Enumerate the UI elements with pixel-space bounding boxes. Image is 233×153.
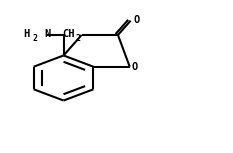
Text: O: O xyxy=(132,62,138,73)
Text: N: N xyxy=(44,29,51,39)
Text: 2: 2 xyxy=(75,34,80,43)
Text: CH: CH xyxy=(62,29,74,39)
Text: H: H xyxy=(24,29,30,39)
Text: 2: 2 xyxy=(32,34,37,43)
Text: O: O xyxy=(133,15,140,25)
